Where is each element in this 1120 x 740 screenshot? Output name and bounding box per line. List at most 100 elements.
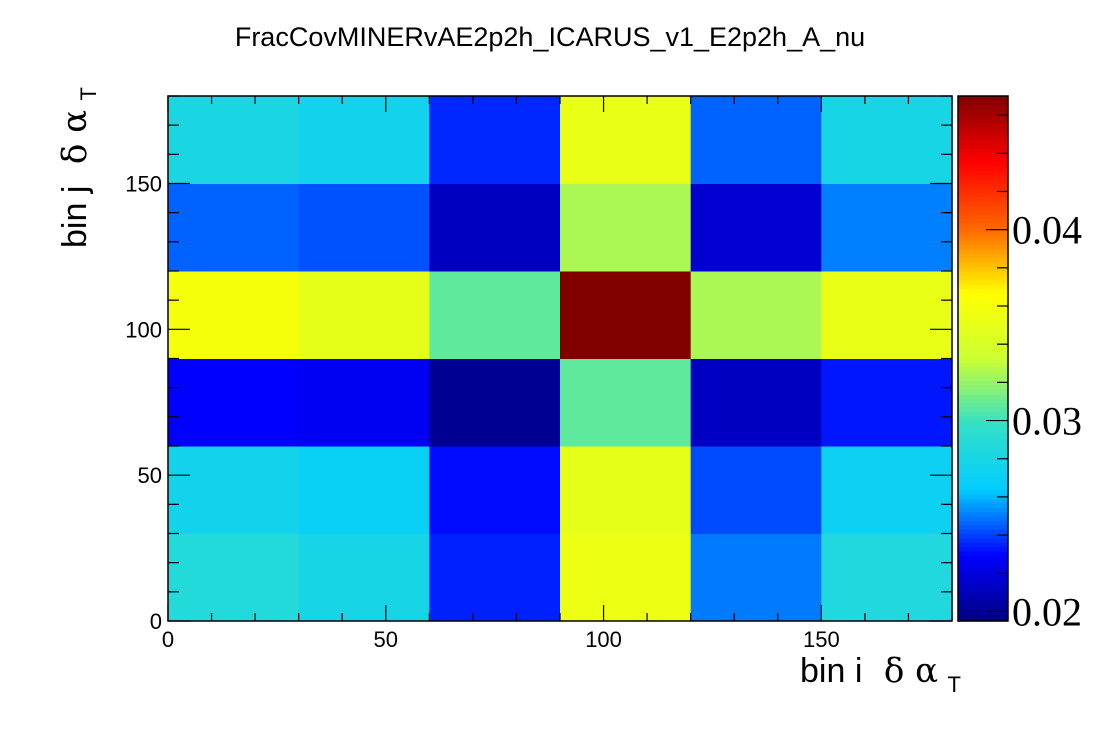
colorbar-segment	[958, 192, 1008, 198]
colorbar-segment	[958, 568, 1008, 574]
colorbar-segment	[958, 459, 1008, 465]
colorbar-segment	[958, 284, 1008, 290]
colorbar-segment	[958, 476, 1008, 482]
colorbar-segment	[958, 555, 1008, 561]
heatmap-cell	[690, 183, 822, 272]
heatmap-cell	[690, 446, 822, 534]
colorbar-segment	[958, 306, 1008, 311]
y-axis-title-main: bin j	[56, 186, 94, 248]
colorbar-segment	[958, 516, 1008, 521]
y-axis-title-subscript: T	[76, 87, 101, 100]
colorbar-segment	[958, 559, 1008, 565]
heatmap-cell	[821, 358, 953, 447]
colorbar-tick-label: 0.02	[1012, 589, 1082, 634]
colorbar-segment	[958, 257, 1008, 263]
heatmap-cell	[168, 533, 300, 622]
colorbar	[957, 95, 1009, 622]
colorbar-segment	[958, 209, 1008, 215]
heatmap-cell	[429, 183, 561, 272]
x-axis-title: bin i δ α T	[800, 651, 961, 697]
colorbar-segment	[958, 467, 1008, 473]
colorbar-segment	[958, 406, 1008, 412]
colorbar-segment	[958, 222, 1008, 228]
colorbar-segment	[958, 196, 1008, 202]
colorbar-segment	[958, 205, 1008, 211]
colorbar-segment	[958, 498, 1008, 504]
colorbar-segment	[958, 371, 1008, 377]
heatmap-cell	[821, 96, 953, 184]
colorbar-segment	[958, 319, 1008, 325]
heatmap-cell	[298, 271, 430, 359]
heatmap-cell	[560, 271, 692, 359]
colorbar-segment	[958, 367, 1008, 373]
colorbar-segment	[958, 201, 1008, 206]
heatmap-cell	[298, 446, 430, 534]
colorbar-segment	[958, 419, 1008, 425]
colorbar-segment	[958, 253, 1008, 259]
heatmap-cell	[298, 358, 430, 447]
colorbar-segment	[958, 327, 1008, 333]
colorbar-segment	[958, 533, 1008, 539]
heatmap-cell	[429, 96, 561, 184]
colorbar-segment	[958, 148, 1008, 154]
colorbar-segment	[958, 446, 1008, 451]
colorbar-segment	[958, 297, 1008, 303]
colorbar-segment	[958, 292, 1008, 298]
x-tick-label: 0	[162, 627, 174, 652]
chart-title: FracCovMINERvAE2p2h_ICARUS_v1_E2p2h_A_nu	[235, 22, 865, 52]
colorbar-segment	[958, 428, 1008, 434]
x-axis: 0 50 100 150	[162, 96, 953, 652]
heatmap-cell	[690, 358, 822, 447]
heatmap-cell	[560, 533, 692, 622]
heatmap-cell	[429, 358, 561, 447]
colorbar-segment	[958, 122, 1008, 128]
colorbar-segment	[958, 214, 1008, 220]
colorbar-segment	[958, 432, 1008, 438]
heatmap-cell	[429, 271, 561, 359]
colorbar-segment	[958, 139, 1008, 145]
colorbar-segment	[958, 262, 1008, 268]
heatmap-cell	[168, 183, 300, 272]
colorbar-segment	[958, 380, 1008, 386]
colorbar-segment	[958, 244, 1008, 250]
heatmap-cell	[168, 446, 300, 534]
x-axis-title-main: bin i	[800, 652, 862, 690]
svg-text:bin i δ α T: bin i δ α T	[800, 651, 961, 697]
heatmap-cell	[690, 533, 822, 622]
colorbar-segment	[958, 117, 1008, 123]
colorbar-segment	[958, 397, 1008, 403]
colorbar-segment	[958, 511, 1008, 517]
colorbar-segment	[958, 546, 1008, 552]
colorbar-segment	[958, 349, 1008, 355]
heatmap-cell	[560, 358, 692, 447]
colorbar-segment	[958, 266, 1008, 272]
colorbar-segment	[958, 520, 1008, 526]
colorbar-segment	[958, 564, 1008, 570]
colorbar-segment	[958, 594, 1008, 600]
colorbar-segment	[958, 161, 1008, 167]
colorbar-segment	[958, 126, 1008, 132]
colorbar-segment	[958, 616, 1008, 622]
colorbar-segment	[958, 450, 1008, 456]
colorbar-segment	[958, 542, 1008, 548]
colorbar-segment	[958, 599, 1008, 605]
heatmap-cell	[298, 183, 430, 272]
colorbar-segment	[958, 275, 1008, 281]
x-tick-label: 100	[585, 627, 622, 652]
colorbar-segment	[958, 218, 1008, 224]
heatmap-cell	[821, 183, 953, 272]
y-tick-label: 150	[125, 172, 162, 197]
colorbar-segment	[958, 384, 1008, 390]
y-axis-title-symbol: δ α	[55, 110, 95, 164]
y-tick-label: 0	[150, 609, 162, 634]
colorbar-segment	[958, 454, 1008, 460]
colorbar-segment	[958, 603, 1008, 609]
heatmap-cell	[560, 96, 692, 184]
colorbar-segment	[958, 586, 1008, 591]
colorbar-segment	[958, 170, 1008, 176]
heatmap-cell	[168, 96, 300, 184]
colorbar-segment	[958, 537, 1008, 543]
colorbar-segment	[958, 424, 1008, 430]
colorbar-segment	[958, 437, 1008, 443]
